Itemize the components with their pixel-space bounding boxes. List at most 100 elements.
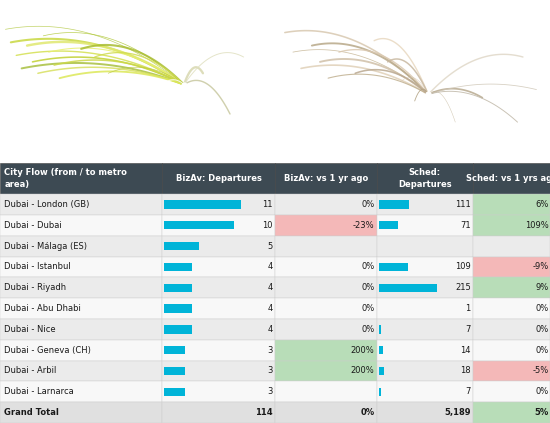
FancyBboxPatch shape bbox=[162, 340, 275, 360]
FancyBboxPatch shape bbox=[162, 360, 275, 382]
FancyBboxPatch shape bbox=[164, 305, 192, 313]
FancyBboxPatch shape bbox=[377, 277, 473, 298]
FancyBboxPatch shape bbox=[379, 367, 384, 375]
FancyBboxPatch shape bbox=[275, 215, 377, 236]
FancyBboxPatch shape bbox=[379, 283, 437, 292]
FancyBboxPatch shape bbox=[275, 360, 377, 382]
FancyBboxPatch shape bbox=[473, 382, 550, 402]
Text: Dubai - Larnarca: Dubai - Larnarca bbox=[4, 387, 74, 396]
FancyBboxPatch shape bbox=[162, 215, 275, 236]
FancyBboxPatch shape bbox=[0, 298, 162, 319]
FancyBboxPatch shape bbox=[162, 236, 275, 256]
Text: Grand Total: Grand Total bbox=[4, 408, 59, 417]
Text: Sched:
Departures: Sched: Departures bbox=[398, 168, 452, 189]
Text: -5%: -5% bbox=[532, 366, 548, 376]
Text: 4: 4 bbox=[267, 262, 273, 272]
FancyBboxPatch shape bbox=[275, 256, 377, 277]
Text: 0%: 0% bbox=[361, 304, 375, 313]
Text: 111: 111 bbox=[455, 200, 471, 209]
FancyBboxPatch shape bbox=[377, 382, 473, 402]
Text: 0%: 0% bbox=[361, 262, 375, 272]
FancyBboxPatch shape bbox=[275, 277, 377, 298]
Text: 3: 3 bbox=[267, 387, 273, 396]
FancyBboxPatch shape bbox=[377, 194, 473, 215]
FancyBboxPatch shape bbox=[162, 163, 275, 194]
FancyBboxPatch shape bbox=[0, 277, 162, 298]
FancyBboxPatch shape bbox=[473, 256, 550, 277]
FancyBboxPatch shape bbox=[0, 402, 162, 423]
Text: 7: 7 bbox=[465, 325, 471, 334]
Text: Dubai - Geneva (CH): Dubai - Geneva (CH) bbox=[4, 346, 91, 354]
FancyBboxPatch shape bbox=[162, 402, 275, 423]
Text: 5: 5 bbox=[267, 242, 273, 250]
FancyBboxPatch shape bbox=[275, 298, 377, 319]
FancyBboxPatch shape bbox=[164, 325, 192, 333]
Text: 4: 4 bbox=[267, 325, 273, 334]
Text: 6%: 6% bbox=[535, 200, 548, 209]
FancyBboxPatch shape bbox=[473, 360, 550, 382]
Text: Dubai - Abu Dhabi: Dubai - Abu Dhabi bbox=[4, 304, 81, 313]
FancyBboxPatch shape bbox=[275, 319, 377, 340]
FancyBboxPatch shape bbox=[275, 163, 377, 194]
FancyBboxPatch shape bbox=[162, 319, 275, 340]
FancyBboxPatch shape bbox=[0, 256, 162, 277]
FancyBboxPatch shape bbox=[164, 221, 234, 229]
FancyBboxPatch shape bbox=[377, 402, 473, 423]
Text: 0%: 0% bbox=[360, 408, 375, 417]
Text: 0%: 0% bbox=[361, 325, 375, 334]
Text: -9%: -9% bbox=[532, 262, 548, 272]
FancyBboxPatch shape bbox=[0, 319, 162, 340]
FancyBboxPatch shape bbox=[164, 346, 185, 354]
Text: Dubai - Istanbul: Dubai - Istanbul bbox=[4, 262, 70, 272]
FancyBboxPatch shape bbox=[0, 382, 162, 402]
FancyBboxPatch shape bbox=[473, 277, 550, 298]
FancyBboxPatch shape bbox=[377, 256, 473, 277]
Text: Dubai - Arbil: Dubai - Arbil bbox=[4, 366, 56, 376]
FancyBboxPatch shape bbox=[164, 283, 192, 292]
FancyBboxPatch shape bbox=[162, 298, 275, 319]
FancyBboxPatch shape bbox=[473, 402, 550, 423]
FancyBboxPatch shape bbox=[0, 215, 162, 236]
Text: 0%: 0% bbox=[535, 325, 548, 334]
FancyBboxPatch shape bbox=[379, 201, 409, 209]
FancyBboxPatch shape bbox=[162, 256, 275, 277]
Text: 0%: 0% bbox=[535, 304, 548, 313]
FancyBboxPatch shape bbox=[473, 298, 550, 319]
FancyBboxPatch shape bbox=[377, 319, 473, 340]
Text: 10: 10 bbox=[262, 221, 273, 230]
Text: 14: 14 bbox=[460, 346, 471, 354]
Text: -23%: -23% bbox=[353, 221, 375, 230]
FancyBboxPatch shape bbox=[275, 340, 377, 360]
FancyBboxPatch shape bbox=[162, 194, 275, 215]
Text: 9%: 9% bbox=[535, 283, 548, 292]
FancyBboxPatch shape bbox=[379, 387, 381, 396]
Text: Dubai - Dubai: Dubai - Dubai bbox=[4, 221, 62, 230]
FancyBboxPatch shape bbox=[377, 215, 473, 236]
FancyBboxPatch shape bbox=[0, 163, 162, 194]
FancyBboxPatch shape bbox=[473, 215, 550, 236]
FancyBboxPatch shape bbox=[377, 340, 473, 360]
Text: 215: 215 bbox=[455, 283, 471, 292]
Text: 4: 4 bbox=[267, 283, 273, 292]
Text: 3: 3 bbox=[267, 366, 273, 376]
FancyBboxPatch shape bbox=[377, 163, 473, 194]
FancyBboxPatch shape bbox=[377, 360, 473, 382]
Text: City Flow (from / to metro
area): City Flow (from / to metro area) bbox=[4, 168, 127, 189]
FancyBboxPatch shape bbox=[379, 346, 383, 354]
FancyBboxPatch shape bbox=[164, 387, 185, 396]
FancyBboxPatch shape bbox=[0, 194, 162, 215]
FancyBboxPatch shape bbox=[164, 201, 241, 209]
Text: Dubai - Nice: Dubai - Nice bbox=[4, 325, 56, 334]
Text: 0%: 0% bbox=[361, 283, 375, 292]
FancyBboxPatch shape bbox=[377, 236, 473, 256]
FancyBboxPatch shape bbox=[162, 382, 275, 402]
Text: Sched: vs 1 yrs ago: Sched: vs 1 yrs ago bbox=[465, 174, 550, 183]
Text: 114: 114 bbox=[255, 408, 273, 417]
Text: 3: 3 bbox=[267, 346, 273, 354]
FancyBboxPatch shape bbox=[0, 360, 162, 382]
FancyBboxPatch shape bbox=[275, 194, 377, 215]
Text: 0%: 0% bbox=[535, 387, 548, 396]
Text: Dubai - London (GB): Dubai - London (GB) bbox=[4, 200, 89, 209]
Text: 5%: 5% bbox=[534, 408, 548, 417]
FancyBboxPatch shape bbox=[275, 236, 377, 256]
